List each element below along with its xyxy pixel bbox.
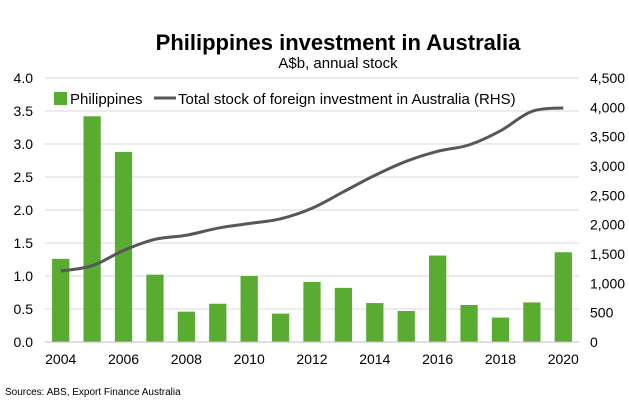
y-right-tick-label: 4,500 (590, 70, 625, 86)
x-tick-label: 2020 (548, 351, 579, 367)
legend-swatch-philippines (54, 92, 67, 105)
bar-philippines-2013 (334, 287, 353, 342)
y-axis-right-ticks: 0 500 1,000 1,500 2,000 2,500 3,000 3,500 4,000 4… (590, 70, 625, 350)
x-tick-label: 2016 (422, 351, 453, 367)
y-right-tick-label: 3,000 (590, 158, 625, 174)
bar-philippines-2012 (303, 281, 321, 342)
y-axis-left-ticks: 0.0 0.5 1.0 1.5 2.0 2.5 3.0 3.5 4.0 (14, 70, 34, 350)
y-left-tick-label: 3.5 (14, 103, 34, 119)
bar-philippines-2009 (209, 303, 227, 342)
x-tick-label: 2004 (45, 351, 76, 367)
x-tick-label: 2012 (296, 351, 327, 367)
total-stock-line (60, 106, 564, 273)
y-left-tick-label: 2.0 (14, 202, 34, 218)
gridlines (45, 77, 579, 310)
source-note: Sources: ABS, Export Finance Australia (5, 387, 181, 398)
bar-philippines-2018 (491, 317, 510, 342)
legend-label-philippines: Philippines (70, 91, 143, 108)
bar-philippines-2007 (146, 274, 164, 342)
bar-philippines-2017 (460, 305, 478, 342)
bar-philippines-2014 (366, 303, 384, 342)
bar-philippines-2011 (271, 313, 290, 342)
y-right-tick-label: 1,000 (590, 275, 625, 291)
x-tick-label: 2006 (108, 351, 139, 367)
bar-philippines-2010 (240, 276, 258, 342)
y-right-tick-label: 0 (590, 334, 598, 350)
y-left-tick-label: 0.0 (14, 334, 34, 350)
bar-philippines-2019 (523, 302, 541, 342)
y-left-tick-label: 1.0 (14, 268, 34, 284)
bar-philippines-2006 (114, 151, 133, 342)
y-right-tick-label: 4,000 (590, 99, 625, 115)
chart-title: Philippines investment in Australia (156, 30, 521, 55)
y-left-tick-label: 2.5 (14, 169, 34, 185)
y-left-tick-label: 4.0 (14, 70, 34, 86)
bar-philippines-2004 (52, 258, 70, 342)
y-right-tick-label: 2,000 (590, 217, 625, 233)
y-right-tick-label: 500 (590, 305, 614, 321)
legend-label-total-stock: Total stock of foreign investment in Aus… (178, 91, 516, 108)
bar-series (52, 116, 572, 342)
x-tick-label: 2010 (234, 351, 265, 367)
bar-philippines-2015 (397, 310, 415, 342)
x-axis-ticks: 2004 2006 2008 2010 2012 2014 2016 2018 2020 (45, 351, 579, 367)
legend: Philippines Total stock of foreign inves… (54, 91, 516, 108)
bar-philippines-2020 (554, 252, 572, 342)
chart-subtitle: A$b, annual stock (278, 55, 398, 72)
y-left-tick-label: 0.5 (14, 301, 34, 317)
y-right-tick-label: 3,500 (590, 129, 625, 145)
x-tick-label: 2008 (171, 351, 202, 367)
x-tick-label: 2018 (485, 351, 516, 367)
y-left-tick-label: 3.0 (14, 136, 34, 152)
y-right-tick-label: 2,500 (590, 187, 625, 203)
y-right-tick-label: 1,500 (590, 246, 625, 262)
bar-philippines-2005 (83, 116, 101, 342)
y-left-tick-label: 1.5 (14, 235, 34, 251)
bar-philippines-2016 (429, 255, 447, 342)
x-tick-label: 2014 (359, 351, 390, 367)
bar-philippines-2008 (177, 311, 195, 342)
